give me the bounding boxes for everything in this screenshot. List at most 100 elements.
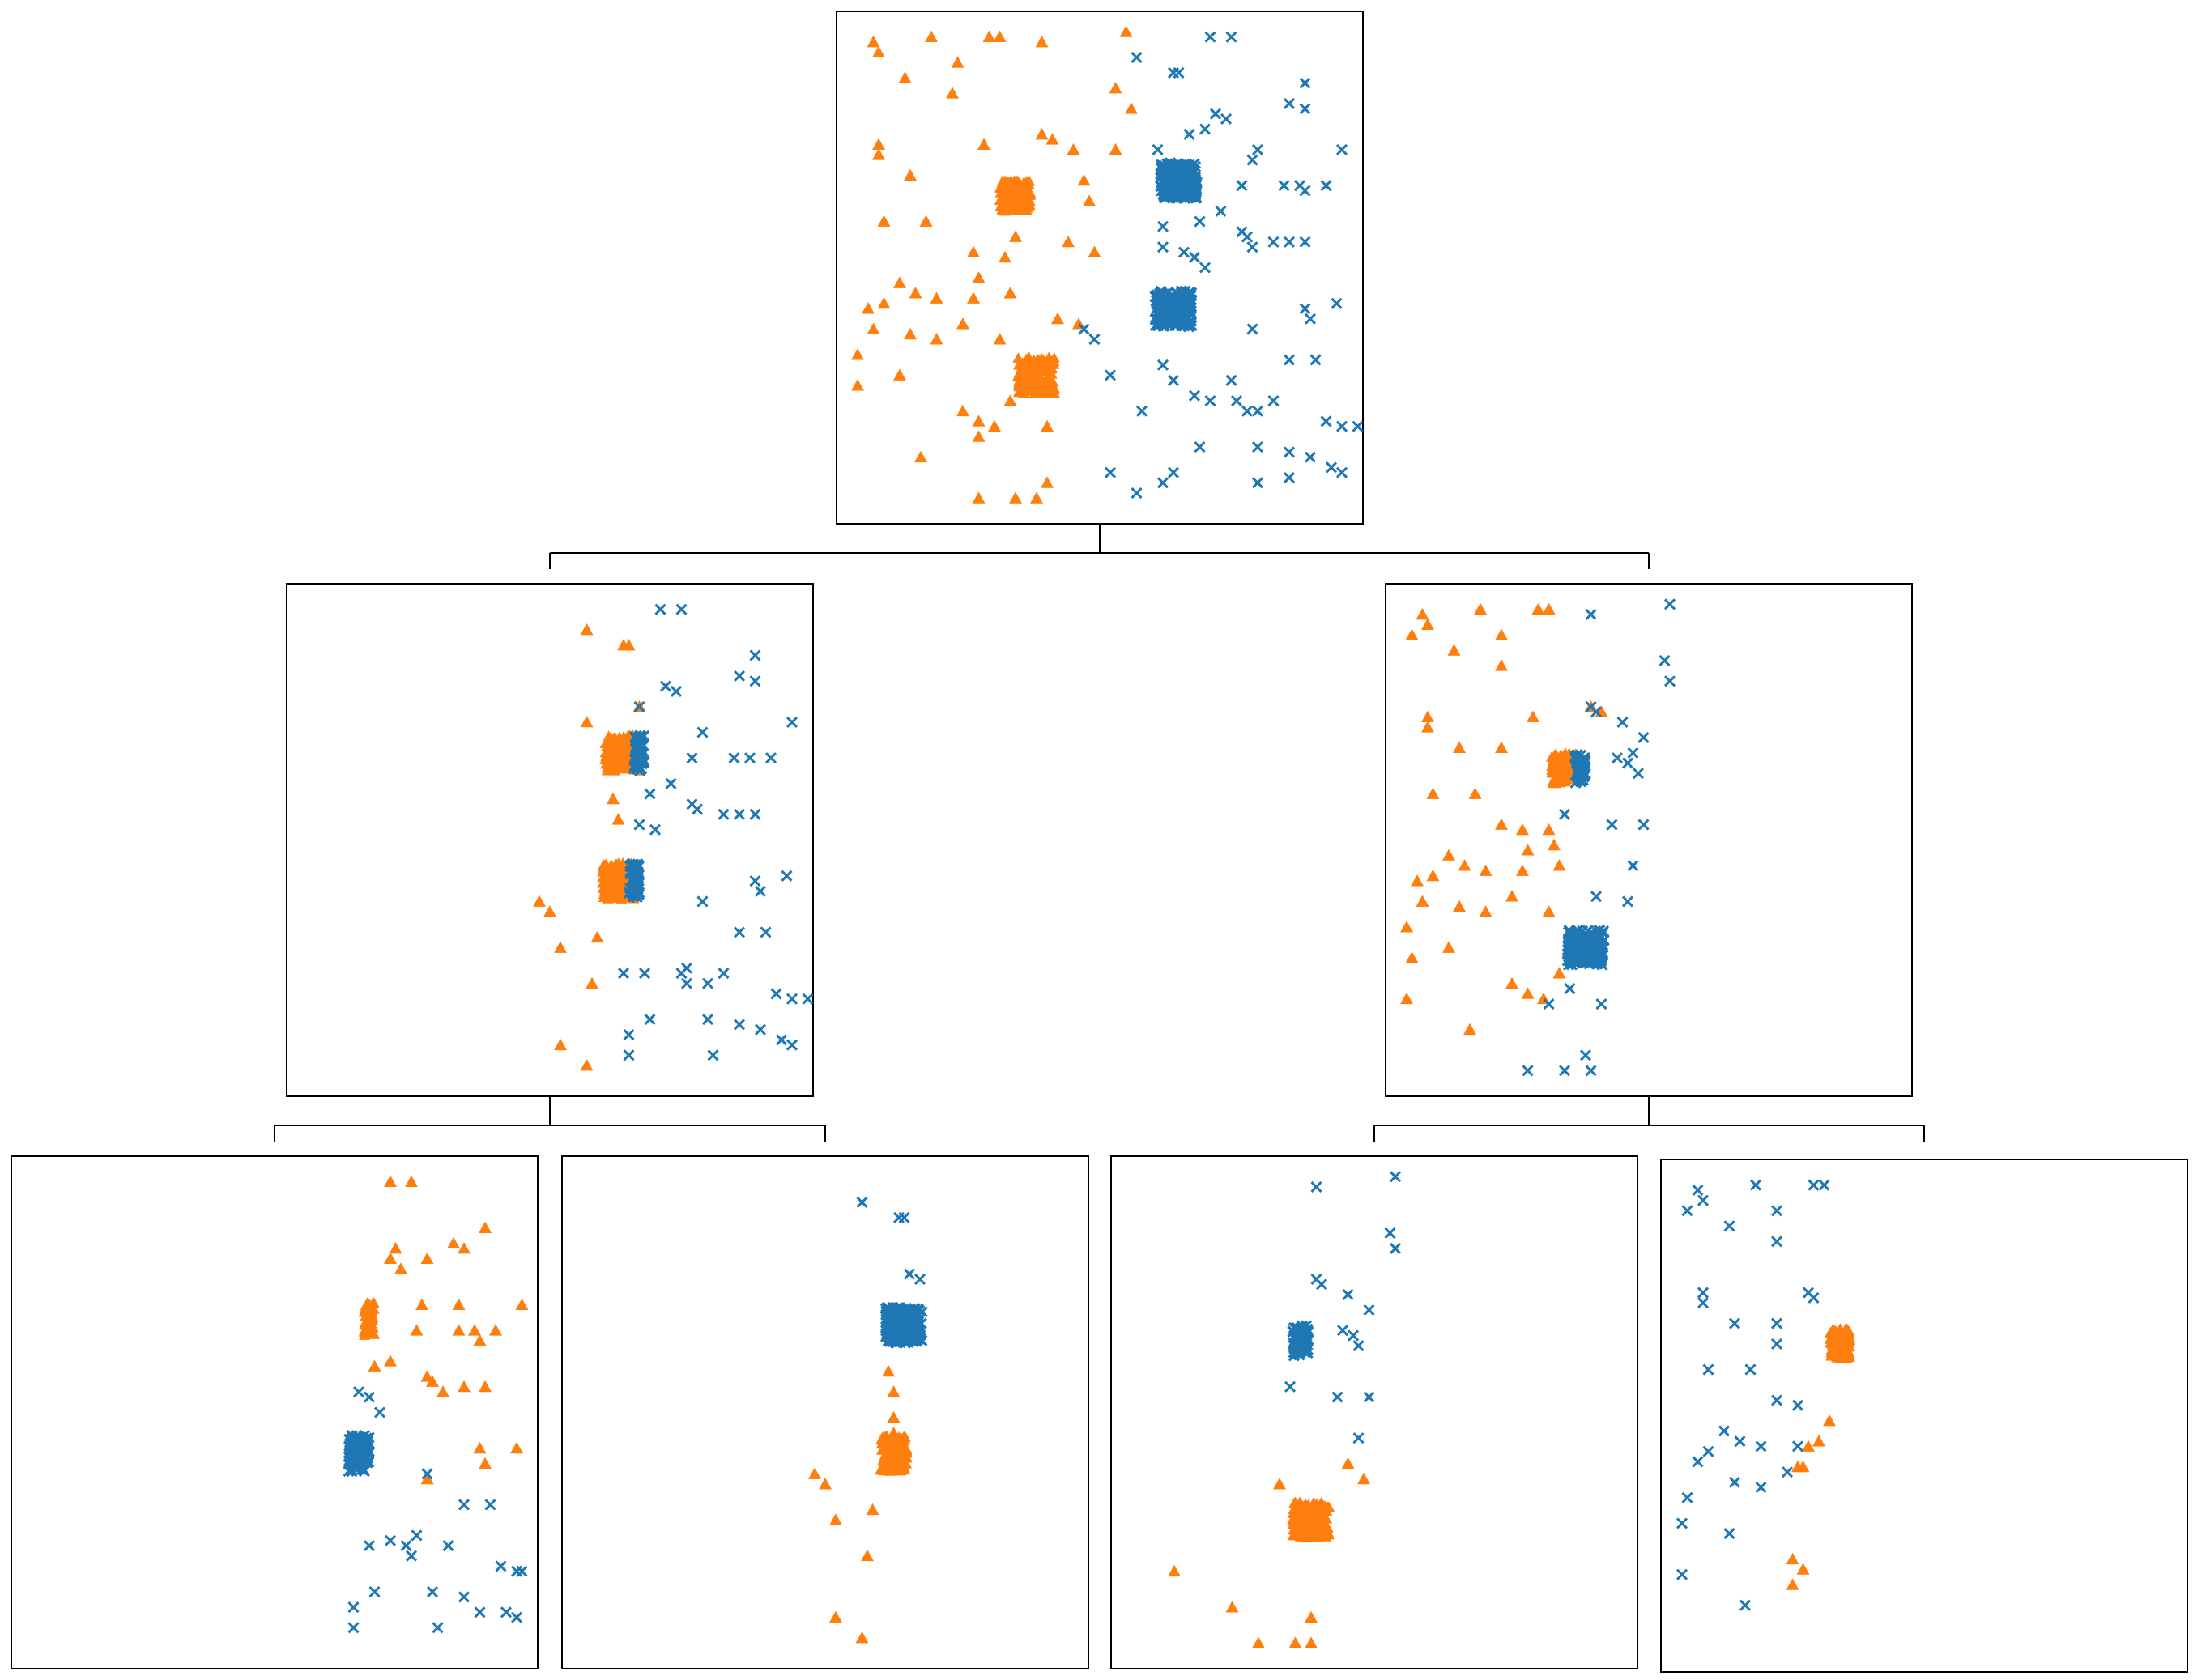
data-point — [1152, 143, 1164, 155]
cluster-point — [609, 750, 621, 760]
data-point — [1681, 1205, 1693, 1217]
data-point — [1194, 215, 1206, 228]
cluster-point — [1159, 185, 1171, 198]
connector-root — [549, 524, 1650, 569]
data-point — [972, 271, 986, 283]
data-point — [633, 700, 645, 712]
data-point — [903, 1268, 916, 1280]
data-point — [580, 623, 594, 636]
data-point — [1363, 1391, 1375, 1403]
data-point — [384, 1355, 397, 1367]
data-point — [1188, 389, 1201, 402]
data-point — [701, 977, 714, 989]
data-point — [1320, 180, 1332, 192]
data-point — [644, 1013, 656, 1026]
data-point — [347, 1601, 360, 1614]
cluster-point — [1590, 932, 1603, 944]
cluster-point — [898, 1333, 910, 1346]
cluster-point — [605, 859, 617, 870]
data-point — [1009, 230, 1022, 242]
data-point — [1246, 323, 1258, 335]
data-point — [1325, 461, 1338, 474]
data-point — [1627, 860, 1639, 872]
data-point — [1521, 844, 1535, 856]
data-point — [691, 803, 704, 815]
cluster-point — [1183, 159, 1195, 171]
data-point — [415, 1298, 428, 1310]
cluster-point — [605, 732, 617, 742]
cluster-point — [365, 1325, 377, 1335]
data-point — [432, 1622, 444, 1634]
data-point — [1125, 102, 1138, 114]
data-point — [510, 1441, 523, 1454]
cluster-point — [1582, 930, 1595, 942]
scatter-panels — [11, 11, 2188, 1673]
data-point — [458, 1499, 471, 1511]
data-point — [1585, 1065, 1597, 1077]
data-point — [1331, 1391, 1343, 1403]
data-point — [802, 993, 814, 1005]
data-point — [967, 245, 980, 257]
cluster-point — [1028, 383, 1040, 394]
cluster-point — [1160, 304, 1173, 316]
cluster-point — [1831, 1333, 1843, 1344]
scatter-panel-level2-right-left — [1110, 1155, 1638, 1669]
data-point — [728, 752, 740, 764]
cluster-point — [901, 1315, 913, 1327]
data-point — [1067, 142, 1080, 155]
data-point — [644, 788, 656, 800]
data-point — [982, 30, 996, 43]
scatter-panel-level2-right-right — [1660, 1159, 2188, 1673]
cluster-point — [909, 1327, 921, 1339]
data-point — [1823, 1414, 1836, 1427]
data-point — [882, 1364, 895, 1377]
cluster-point — [606, 879, 618, 890]
cluster-point — [1005, 175, 1017, 186]
cluster-point — [1185, 308, 1197, 321]
data-point — [1220, 113, 1233, 125]
cluster-point — [879, 1465, 892, 1476]
data-point — [1421, 710, 1434, 722]
connector-level1-right — [1373, 1096, 1925, 1142]
data-point — [1041, 419, 1054, 432]
data-point — [400, 1540, 412, 1552]
data-point — [1088, 334, 1101, 346]
cluster-point — [1160, 173, 1172, 185]
data-point — [1400, 921, 1413, 933]
data-point — [867, 322, 880, 334]
cluster-point — [1597, 948, 1609, 960]
data-point — [1183, 128, 1195, 140]
data-point — [384, 1534, 397, 1546]
cluster-point — [887, 1335, 899, 1348]
cluster-point — [1289, 1322, 1301, 1334]
data-point — [1627, 746, 1639, 759]
data-point — [1283, 471, 1296, 484]
data-point — [1692, 1184, 1704, 1197]
data-point — [1188, 251, 1201, 263]
cluster-point — [1313, 1523, 1325, 1533]
cluster-point — [1562, 768, 1574, 779]
cluster-point — [1556, 771, 1569, 782]
panel-frame — [561, 1155, 1089, 1669]
data-point — [1299, 303, 1311, 315]
panel-frame — [836, 11, 1364, 525]
data-point — [1215, 205, 1227, 217]
data-point — [1225, 1601, 1239, 1613]
cluster-point — [1189, 181, 1201, 193]
data-point — [1104, 466, 1117, 478]
cluster-point — [1309, 1508, 1322, 1520]
cluster-point — [599, 746, 611, 758]
data-point — [1199, 262, 1211, 274]
cluster-point — [1548, 756, 1561, 768]
connector-level1-left — [274, 1096, 826, 1142]
panel-frame — [1110, 1155, 1638, 1669]
data-point — [760, 926, 772, 938]
data-point — [1416, 895, 1429, 907]
data-point — [420, 1370, 434, 1382]
data-point — [515, 1298, 529, 1310]
data-point — [1167, 466, 1180, 478]
data-point — [904, 327, 917, 340]
data-point — [1595, 997, 1607, 1010]
data-point — [1225, 31, 1237, 43]
cluster-point — [880, 1442, 892, 1452]
